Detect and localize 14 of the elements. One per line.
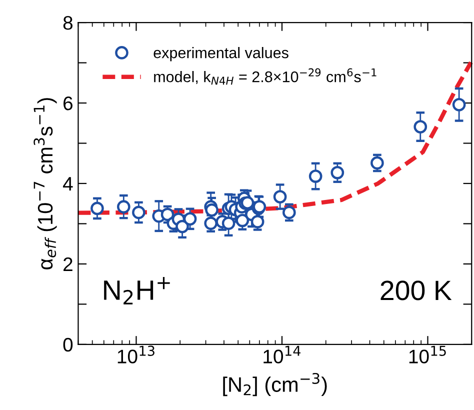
x-tick-label: 10$^{14}$ [264, 346, 301, 364]
text: α$_{eff}$ (10$^{−7}$ cm$^{3}$s$^{−1}$) [34, 98, 57, 270]
x-axis-title: [N$_{2}$] (cm$^{−3}$) [223, 372, 327, 396]
y-tick-label: 6 [64, 96, 72, 110]
x-tick-label: 10$^{15}$ [409, 346, 446, 364]
annotation: N$_{2}$H$^{+}$ [104, 276, 170, 304]
legend-label: experimental values [154, 46, 288, 62]
x-tick-label: 10$^{13}$ [118, 346, 154, 364]
y-tick-label: 4 [62, 177, 73, 191]
y-tick-label: 8 [63, 16, 73, 30]
y-tick-label: 0 [63, 338, 73, 352]
annotation: 200 K [380, 280, 452, 300]
y-tick-label: 2 [64, 257, 72, 271]
legend-label: model, k$_{N4H}$ = 2.8×10$^{−29}$ cm$^{6}$s$^{−1}$ [154, 68, 376, 85]
